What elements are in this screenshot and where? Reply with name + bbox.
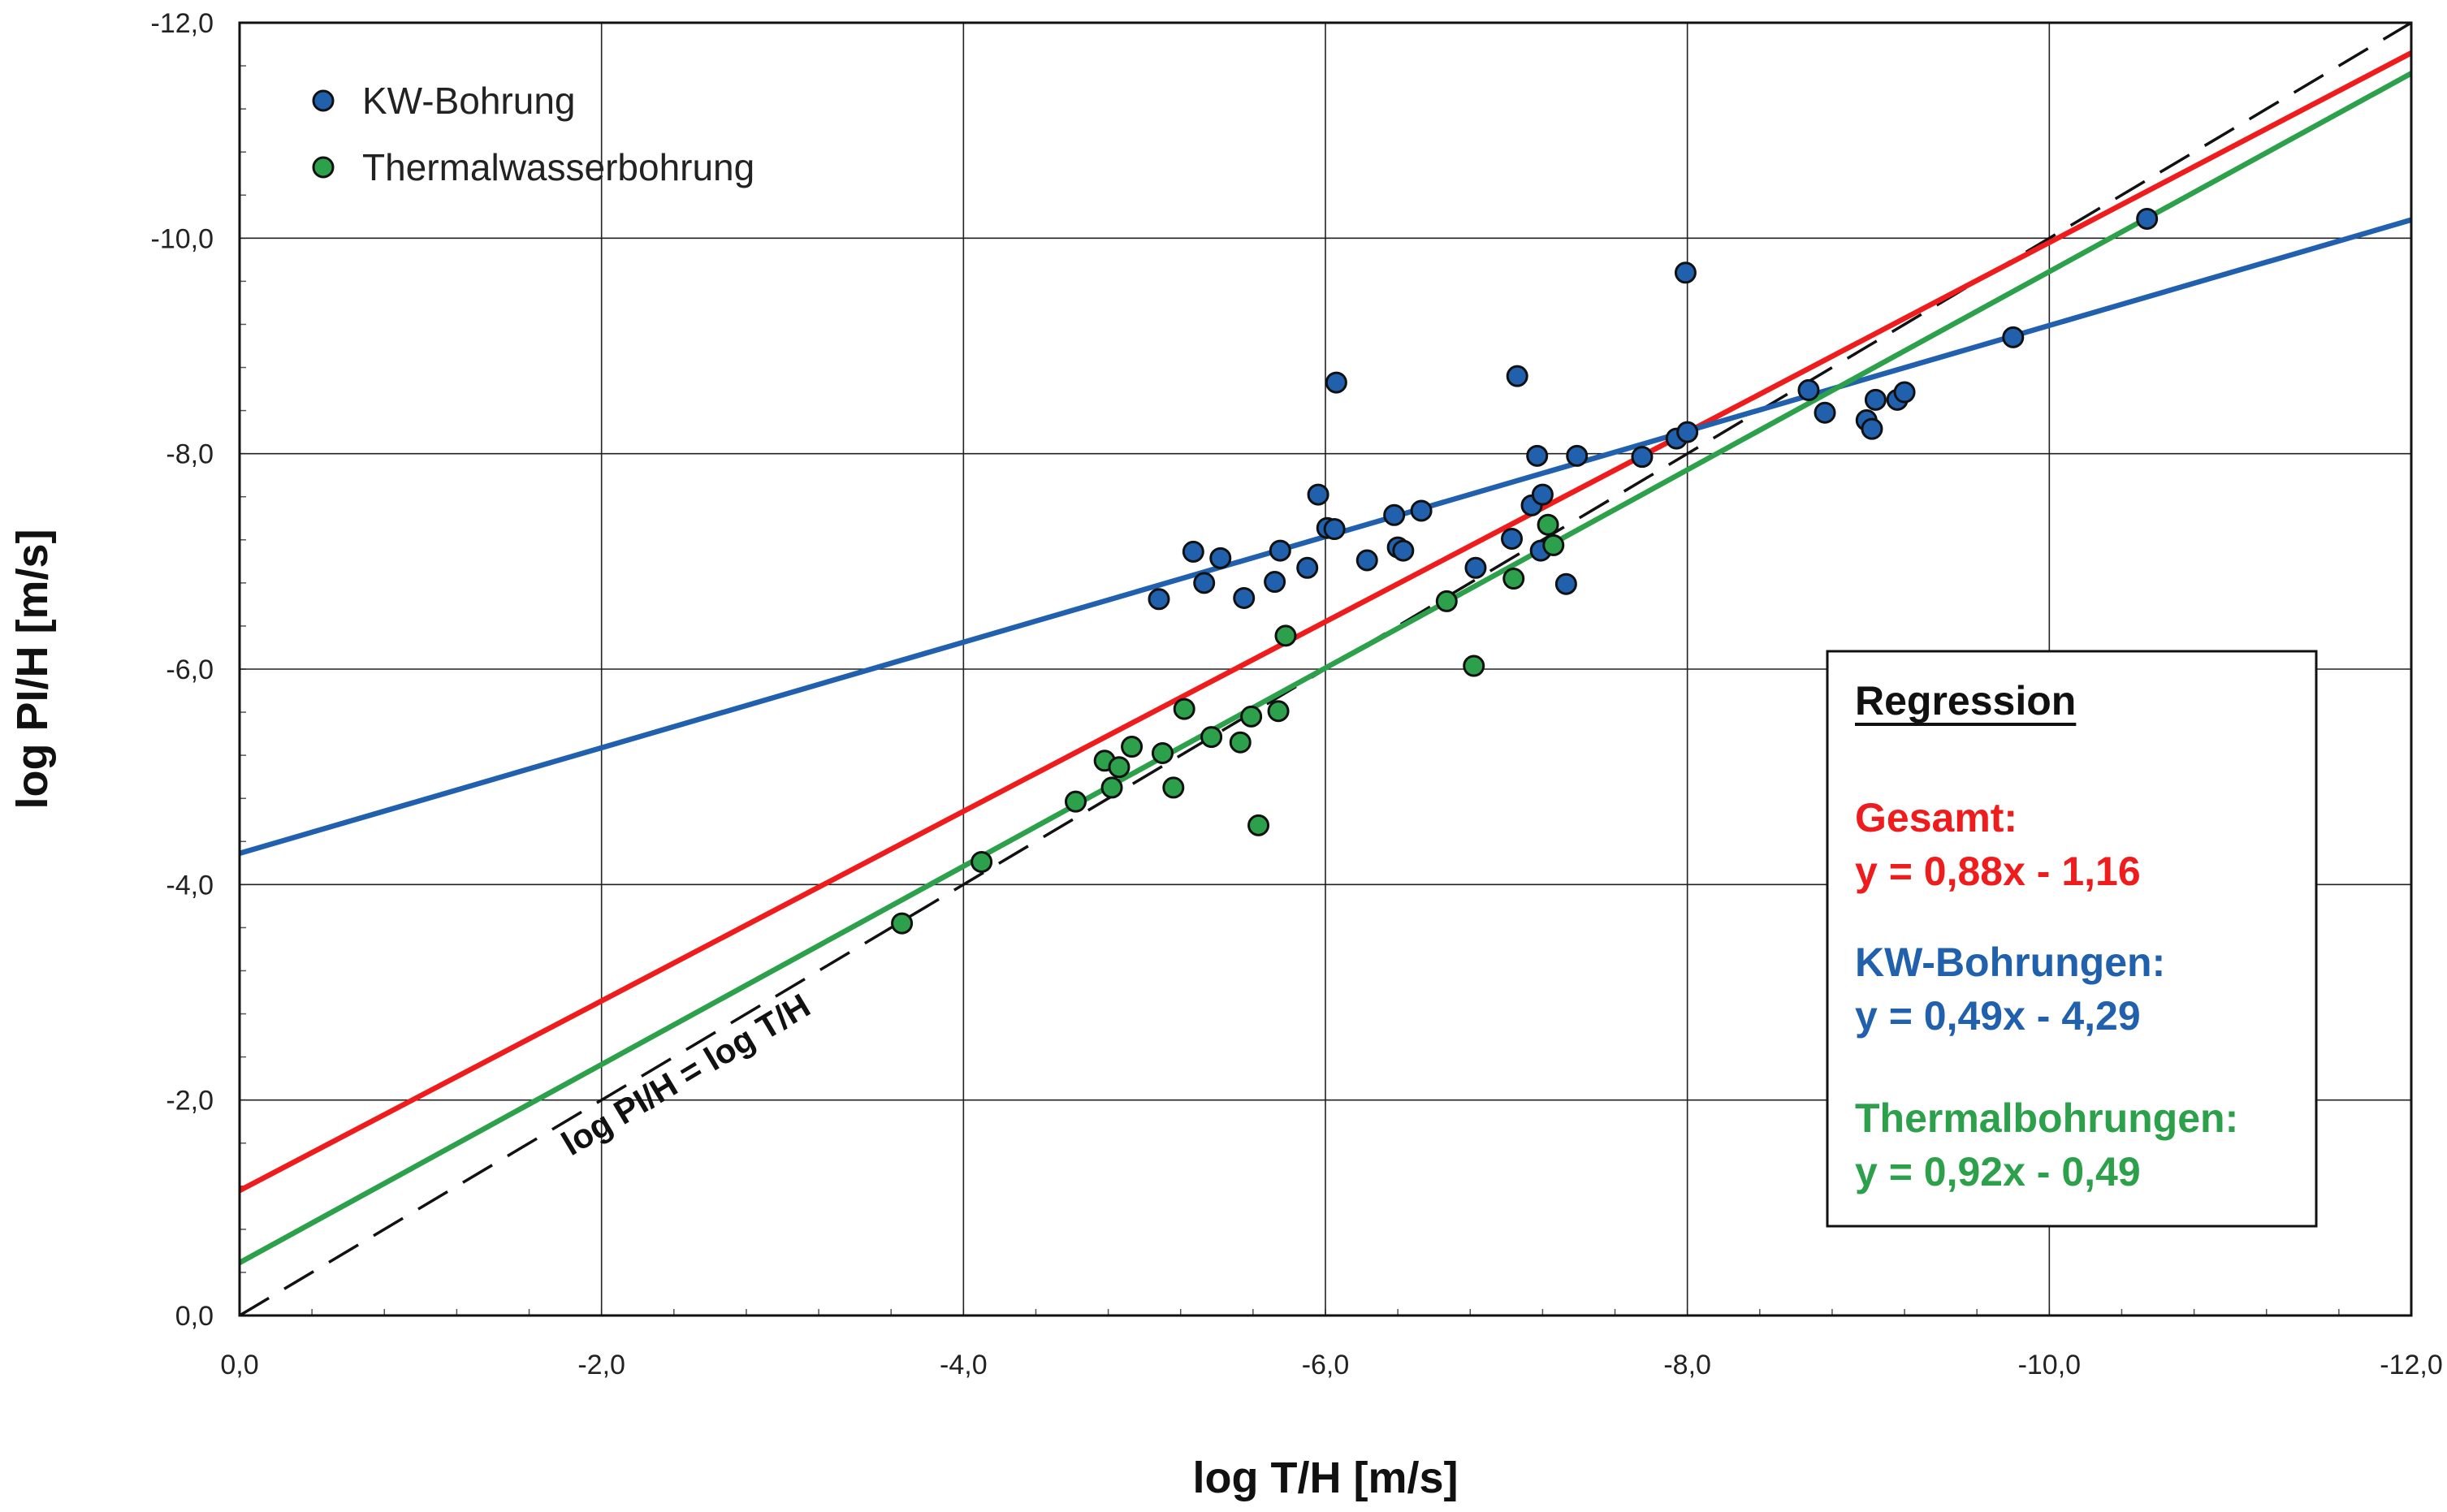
data-point-thermal [1162, 776, 1185, 799]
data-point-kw [1325, 371, 1347, 394]
data-point-thermal [1121, 736, 1144, 758]
data-point-thermal [1502, 568, 1525, 590]
regression-box-frame [1826, 650, 2318, 1228]
data-point-kw [1182, 540, 1204, 563]
data-point-kw [1531, 483, 1554, 506]
y-tick-label: 0,0 [175, 1301, 214, 1332]
data-point-kw [1323, 518, 1346, 541]
legend-marker-thermal [312, 156, 335, 179]
data-point-thermal [1542, 534, 1565, 556]
data-point-kw [1193, 572, 1216, 594]
data-point-kw [1269, 539, 1291, 562]
data-point-kw [1307, 483, 1329, 506]
regression-name-gesamt: Gesamt: [1855, 795, 2017, 840]
data-point-kw [1674, 261, 1697, 284]
y-tick-labels: 0,0 -2,0 -4,0 -6,0 -8,0 -10,0 -12,0 [151, 8, 214, 1332]
x-tick-label: 0,0 [220, 1350, 258, 1380]
data-point-thermal [1100, 776, 1123, 799]
x-tick-label: -10,0 [2018, 1350, 2082, 1380]
regression-name-kw: KW-Bohrungen: [1855, 940, 2165, 985]
data-point-thermal [1267, 700, 1290, 723]
regression-name-thermal: Thermalbohrungen: [1855, 1095, 2238, 1141]
data-point-kw [1410, 499, 1433, 522]
data-point-kw [1864, 388, 1887, 411]
data-point-thermal [1274, 624, 1297, 647]
y-tick-label: -10,0 [151, 223, 214, 254]
data-points [891, 207, 2159, 935]
x-tick-label: -8,0 [1663, 1350, 1711, 1380]
data-point-kw [2136, 207, 2159, 230]
regression-line-gesamt [240, 50, 2411, 1193]
regression-line-thermal [240, 71, 2411, 1265]
data-point-thermal [891, 912, 914, 935]
plot-frame [238, 21, 2413, 1317]
data-point-kw [1383, 503, 1406, 526]
y-tick-label: -8,0 [166, 439, 214, 470]
data-point-thermal [1463, 654, 1485, 677]
data-point-kw [1797, 378, 1820, 401]
x-tick-label: -6,0 [1302, 1350, 1350, 1380]
data-point-kw [1264, 571, 1286, 594]
data-point-kw [1148, 588, 1170, 611]
regression-box: Regression Gesamt: y = 0,88x - 1,16 KW-B… [1826, 650, 2318, 1228]
y-tick-label: -12,0 [151, 8, 214, 39]
data-point-kw [1355, 549, 1378, 572]
data-point-kw [1501, 527, 1524, 550]
x-axis-label: log T/H [m/s] [1193, 1454, 1459, 1502]
y-tick-label: -6,0 [166, 654, 214, 685]
y-tick-label: -4,0 [166, 870, 214, 901]
data-point-kw [1209, 546, 1232, 569]
data-point-kw [1464, 556, 1487, 579]
regression-equation-kw: y = 0,49x - 4,29 [1855, 993, 2141, 1039]
regression-equation-gesamt: y = 0,88x - 1,16 [1855, 849, 2141, 894]
data-point-thermal [1537, 513, 1559, 536]
data-point-thermal [1435, 590, 1458, 612]
x-tick-label: -2,0 [577, 1350, 625, 1380]
x-tick-labels: 0,0 -2,0 -4,0 -6,0 -8,0 -10,0 -12,0 [220, 1350, 2442, 1380]
regression-box-title: Regression [1855, 678, 2076, 724]
data-point-thermal [1173, 698, 1195, 720]
data-point-kw [1631, 446, 1654, 469]
data-point-thermal [1247, 814, 1270, 836]
data-point-thermal [1229, 731, 1252, 754]
legend-marker-kw [312, 89, 335, 112]
data-point-thermal [1151, 741, 1174, 764]
data-point-kw [1566, 444, 1589, 467]
data-point-kw [1392, 539, 1415, 562]
legend-label-kw: KW-Bohrung [362, 80, 576, 122]
data-point-kw [1861, 417, 1883, 440]
regression-equation-thermal: y = 0,92x - 0,49 [1855, 1149, 2141, 1194]
data-point-kw [1296, 556, 1319, 579]
data-point-kw [2002, 326, 2025, 348]
y-tick-label: -2,0 [166, 1086, 214, 1117]
data-point-kw [1554, 572, 1577, 595]
legend-label-thermal: Thermalwasserbohrung [362, 146, 754, 188]
data-point-kw [1814, 401, 1836, 424]
data-point-thermal [1200, 726, 1223, 749]
data-point-thermal [1240, 705, 1263, 728]
data-point-kw [1676, 421, 1699, 443]
data-point-thermal [971, 850, 993, 873]
data-point-kw [1506, 365, 1528, 387]
y-axis-label: log PI/H [m/s] [8, 529, 57, 809]
data-point-thermal [1064, 790, 1087, 813]
data-point-kw [1893, 381, 1916, 404]
data-point-kw [1233, 586, 1256, 609]
x-tick-label: -12,0 [2380, 1350, 2443, 1380]
x-tick-label: -4,0 [940, 1350, 988, 1380]
data-point-kw [1526, 444, 1549, 467]
legend: KW-Bohrung Thermalwasserbohrung [312, 80, 754, 188]
data-point-thermal [1108, 756, 1131, 779]
